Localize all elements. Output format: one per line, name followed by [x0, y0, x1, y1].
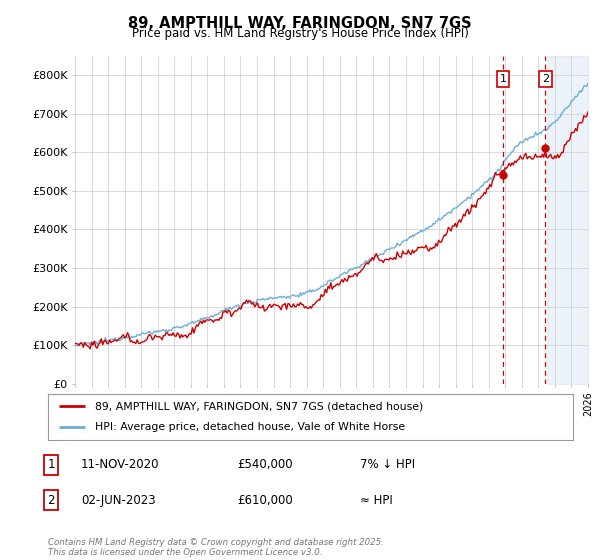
- Text: 1: 1: [47, 458, 55, 472]
- Text: 89, AMPTHILL WAY, FARINGDON, SN7 7GS (detached house): 89, AMPTHILL WAY, FARINGDON, SN7 7GS (de…: [95, 401, 424, 411]
- Text: 89, AMPTHILL WAY, FARINGDON, SN7 7GS: 89, AMPTHILL WAY, FARINGDON, SN7 7GS: [128, 16, 472, 31]
- Text: 11-NOV-2020: 11-NOV-2020: [81, 458, 160, 472]
- Text: 1: 1: [500, 74, 506, 84]
- Text: £610,000: £610,000: [237, 493, 293, 507]
- Text: 2: 2: [47, 493, 55, 507]
- Text: 02-JUN-2023: 02-JUN-2023: [81, 493, 155, 507]
- Text: HPI: Average price, detached house, Vale of White Horse: HPI: Average price, detached house, Vale…: [95, 422, 406, 432]
- Text: ≈ HPI: ≈ HPI: [360, 493, 393, 507]
- Text: Contains HM Land Registry data © Crown copyright and database right 2025.
This d: Contains HM Land Registry data © Crown c…: [48, 538, 384, 557]
- Text: 2: 2: [542, 74, 549, 84]
- Text: Price paid vs. HM Land Registry's House Price Index (HPI): Price paid vs. HM Land Registry's House …: [131, 27, 469, 40]
- Text: 7% ↓ HPI: 7% ↓ HPI: [360, 458, 415, 472]
- Text: £540,000: £540,000: [237, 458, 293, 472]
